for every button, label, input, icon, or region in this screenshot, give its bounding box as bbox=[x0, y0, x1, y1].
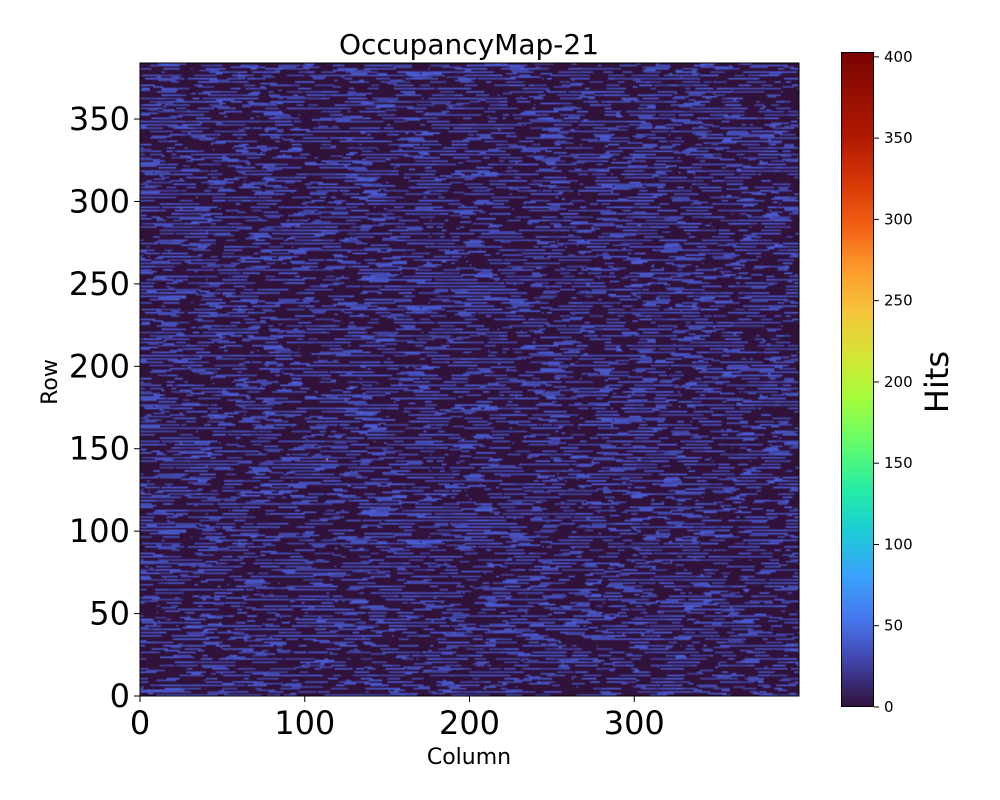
y-tick-label: 100 bbox=[69, 512, 130, 550]
colorbar-tick-label: 400 bbox=[884, 48, 913, 66]
y-tick-label: 50 bbox=[89, 595, 130, 633]
colorbar-tick-label: 50 bbox=[884, 617, 903, 635]
y-tick-label: 300 bbox=[69, 182, 130, 220]
colorbar-tick-label: 350 bbox=[884, 129, 913, 147]
y-tick-label: 200 bbox=[69, 347, 130, 385]
x-axis-label: Column bbox=[427, 745, 511, 770]
y-tick-label: 250 bbox=[69, 265, 130, 303]
colorbar-tick-label: 250 bbox=[884, 292, 913, 310]
colorbar-tick-label: 100 bbox=[884, 535, 913, 553]
y-tick-label: 0 bbox=[110, 677, 130, 715]
x-tick-label: 300 bbox=[604, 704, 665, 742]
x-tick-label: 100 bbox=[274, 704, 335, 742]
chart-title: OccupancyMap-21 bbox=[339, 28, 599, 61]
plot-frame bbox=[139, 62, 800, 697]
colorbar-tick-label: 200 bbox=[884, 373, 913, 391]
colorbar-tick-label: 150 bbox=[884, 454, 913, 472]
x-tick-label: 0 bbox=[130, 704, 150, 742]
colorbar bbox=[841, 52, 874, 707]
colorbar-tick-label: 0 bbox=[884, 698, 894, 716]
heatmap-image bbox=[140, 63, 799, 696]
colorbar-tick-label: 300 bbox=[884, 210, 913, 228]
y-axis-label: Row bbox=[38, 359, 63, 405]
colorbar-label: Hits bbox=[918, 351, 956, 413]
x-tick-label: 200 bbox=[439, 704, 500, 742]
y-tick-label: 150 bbox=[69, 430, 130, 468]
y-tick-label: 350 bbox=[69, 100, 130, 138]
